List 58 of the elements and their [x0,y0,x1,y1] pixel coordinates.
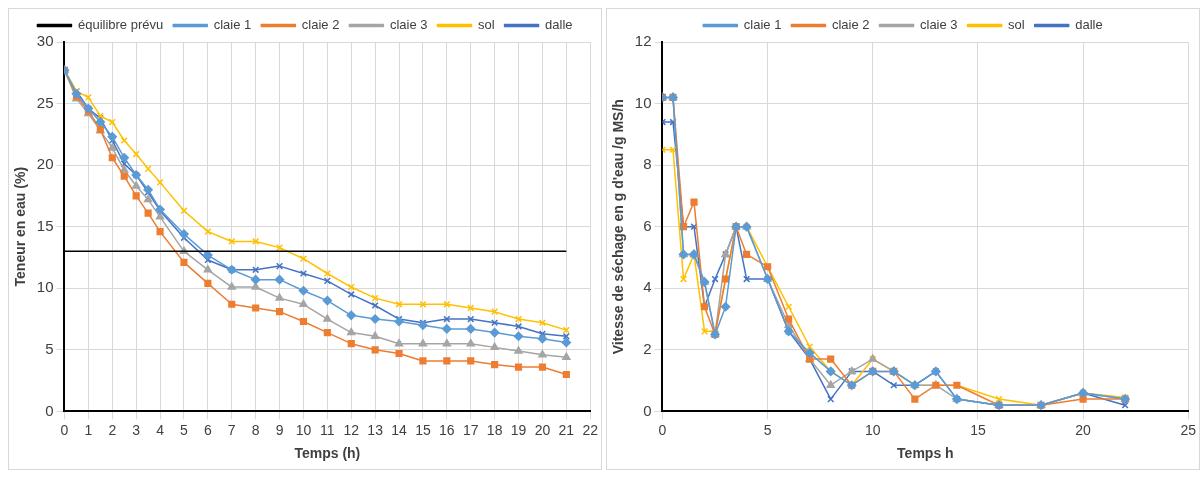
x-tick-label: 14 [391,421,408,438]
x-tick-label: 2 [108,421,117,438]
x-tick-label: 19 [510,421,527,438]
x-tick-label: 8 [251,421,260,438]
y-tick-label: 12 [634,32,652,50]
x-tick-label: 4 [156,421,165,438]
x-tick-label: 20 [1075,421,1092,438]
y-tick-label: 25 [36,93,54,111]
legend-label: sol [1008,17,1025,33]
y-tick-label: 6 [643,216,652,234]
x-tick-label: 5 [180,421,189,438]
legend-label: claie 1 [213,17,252,33]
x-tick-label: 5 [763,421,772,438]
x-tick-label: 15 [970,421,986,438]
x-tick-label: 3 [132,421,141,438]
x-tick-label: 1 [84,421,93,438]
x-tick-label: 21 [558,421,575,438]
x-tick-label: 22 [582,421,599,438]
x-tick-label: 10 [864,421,881,438]
x-tick-label: 11 [320,421,335,438]
y-axis-title: Teneur en eau (%) [12,166,29,287]
x-tick-label: 12 [343,421,360,438]
legend-label: claie 3 [920,17,958,33]
x-tick-label: 6 [203,421,212,438]
legend-label: sol [477,17,495,33]
y-tick-label: 30 [36,32,54,50]
x-tick-label: 0 [60,421,69,438]
legend-label: dalle [1075,17,1103,33]
y-tick-label: 5 [45,339,54,357]
x-tick-label: 18 [486,421,503,438]
x-axis-title: Temps (h) [294,445,361,462]
x-tick-label: 7 [227,421,236,438]
y-tick-label: 4 [643,278,652,296]
legend-label: claie 2 [831,17,870,33]
legend-label: dalle [545,17,573,33]
x-tick-label: 20 [534,421,551,438]
x-axis-title: Temps h [897,445,954,462]
x-tick-label: 10 [295,421,312,438]
legend-label: claie 2 [301,17,340,33]
legend-label: claie 3 [389,17,428,33]
x-tick-label: 17 [462,421,479,438]
y-tick-label: 0 [643,401,652,419]
y-tick-label: 10 [36,278,54,296]
y-axis-title: Vitesse de séchage en g d'eau /g MS/h [610,99,627,355]
x-tick-label: 15 [415,421,431,438]
y-tick-label: 20 [36,155,54,173]
y-tick-label: 8 [643,155,652,173]
y-tick-label: 0 [45,401,54,419]
x-tick-label: 0 [658,421,667,438]
x-tick-label: 16 [439,421,455,438]
x-tick-label: 13 [367,421,384,438]
x-tick-label: 9 [275,421,284,438]
legend-label: équilibre prévu [77,17,164,33]
y-tick-label: 10 [634,93,652,111]
legend-label: claie 1 [743,17,782,33]
x-tick-label: 25 [1180,421,1197,438]
y-tick-label: 15 [36,216,54,234]
y-tick-label: 2 [643,339,652,357]
